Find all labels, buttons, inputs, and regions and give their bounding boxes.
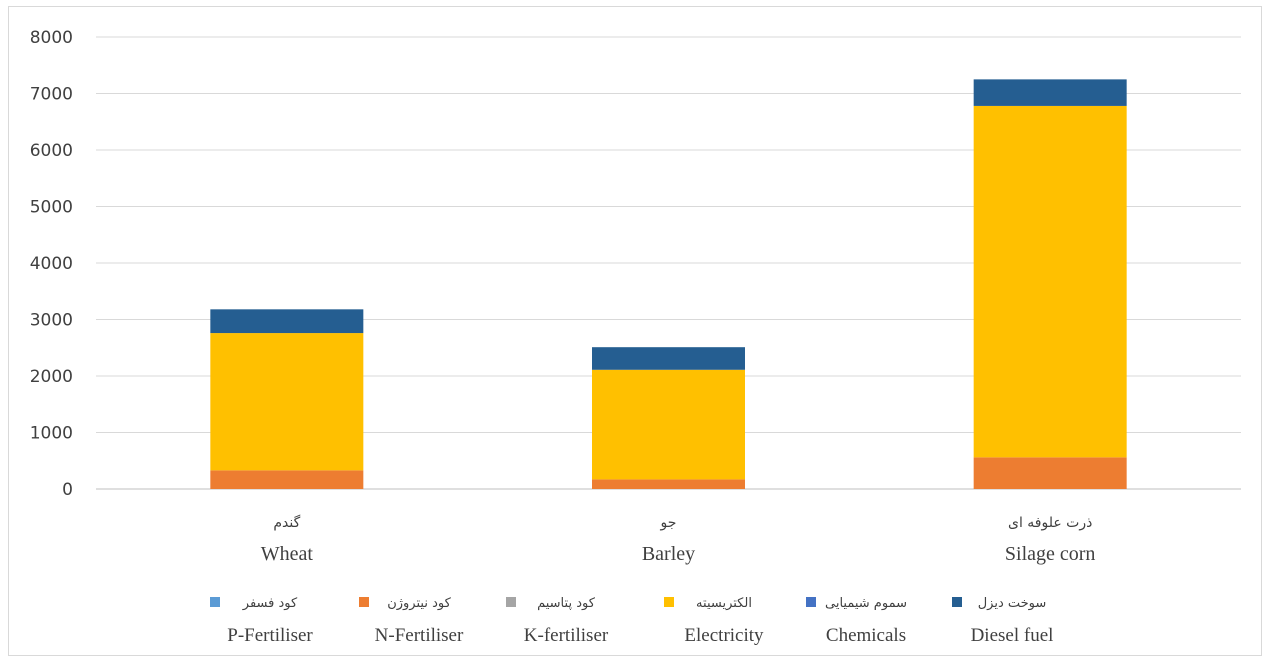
legend-label-en: K-fertiliser: [524, 625, 609, 646]
category-label-fa: گندم: [273, 514, 300, 531]
legend-marker: [952, 597, 962, 607]
bars: [210, 79, 1127, 489]
legend-label-fa: کود پتاسیم: [537, 596, 596, 611]
y-tick-label: 1000: [30, 424, 73, 444]
category-label-en: Silage corn: [1005, 543, 1096, 565]
category-label-en: Wheat: [261, 543, 314, 565]
bar-segment: [210, 333, 364, 471]
legend-marker: [806, 597, 816, 607]
legend-label-fa: کود فسفر: [242, 596, 298, 611]
y-tick-label: 6000: [30, 141, 73, 161]
bar-segment: [210, 309, 364, 334]
legend-label-en: Electricity: [684, 625, 764, 646]
y-tick-label: 8000: [30, 28, 73, 48]
legend-label-fa: الکتریسیته: [696, 596, 752, 611]
y-tick-label: 4000: [30, 254, 73, 274]
y-tick-label: 3000: [30, 311, 73, 331]
bar-segment: [973, 105, 1127, 458]
bar-segment: [592, 347, 745, 370]
y-tick-label: 0: [62, 480, 73, 500]
y-tick-label: 7000: [30, 85, 73, 105]
y-tick-label: 2000: [30, 367, 73, 387]
legend: کود فسفر P-Fertiliser کود نیتروژن N-Fertili…: [210, 596, 1053, 646]
bar-segment: [210, 470, 364, 489]
y-tick-label: 5000: [30, 198, 73, 218]
legend-label-fa: کود نیتروژن: [387, 596, 451, 611]
legend-label-en: Diesel fuel: [971, 625, 1054, 646]
legend-label-en: Chemicals: [826, 625, 906, 646]
category-label-en: Barley: [642, 543, 695, 565]
legend-marker: [506, 597, 516, 607]
bar-segment: [973, 457, 1127, 489]
bar-segment: [592, 479, 745, 489]
bar-segment: [592, 369, 745, 480]
y-axis-ticks: 0 1000 2000 3000 4000 5000 6000 7000 8000: [30, 28, 73, 500]
legend-marker: [664, 597, 674, 607]
legend-marker: [359, 597, 369, 607]
stacked-bar-chart: 0 1000 2000 3000 4000 5000 6000 7000 8000 گندم Wh…: [30, 28, 1241, 646]
category-label-fa: جو: [660, 515, 677, 531]
legend-label-en: N-Fertiliser: [375, 625, 464, 646]
bar-segment: [973, 79, 1127, 106]
category-label-fa: ذرت علوفه ای: [1008, 515, 1092, 531]
legend-label-fa: سموم شیمیایی: [825, 596, 907, 611]
legend-label-fa: سوخت دیزل: [978, 596, 1047, 611]
legend-marker: [210, 597, 220, 607]
category-labels: گندم Wheat جو Barley ذرت علوفه ای Silage corn: [261, 514, 1096, 565]
chart-area: 0 1000 2000 3000 4000 5000 6000 7000 8000 گندم Wh…: [8, 6, 1262, 656]
legend-label-en: P-Fertiliser: [227, 625, 313, 646]
